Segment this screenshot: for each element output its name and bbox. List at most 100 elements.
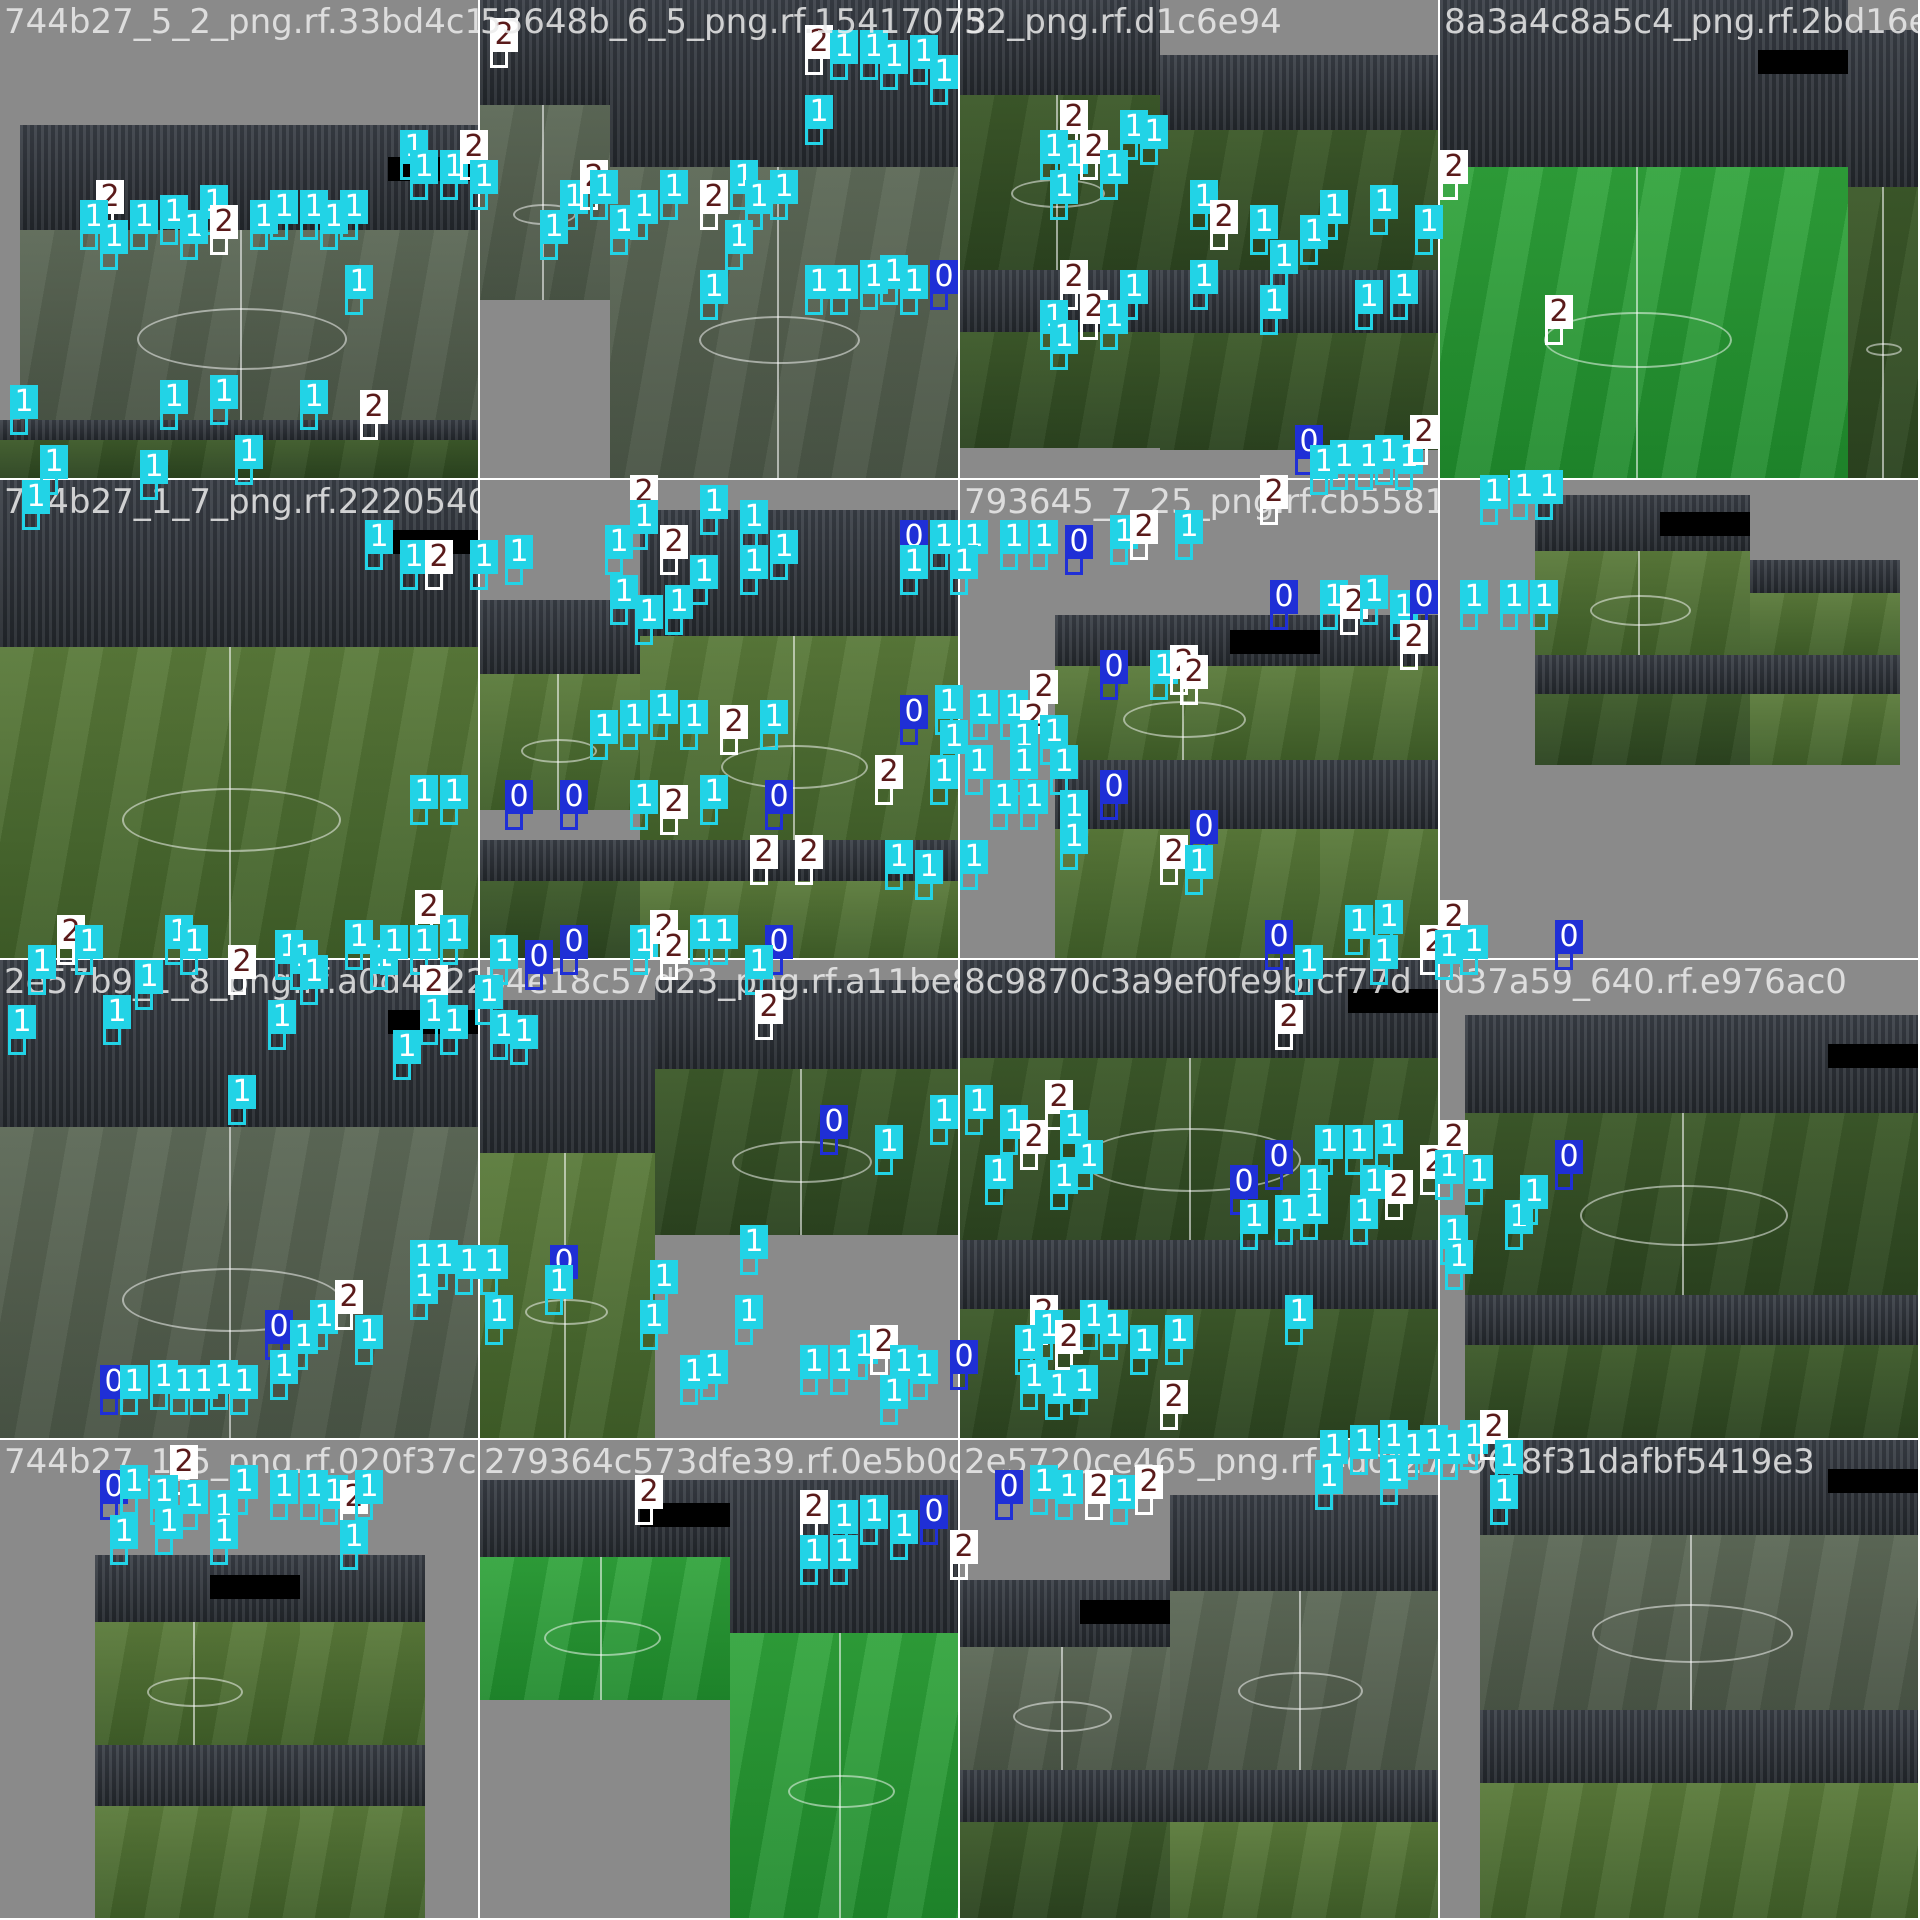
detection-box: 1 [440, 150, 468, 200]
detection-box: 2 [1440, 1120, 1468, 1170]
class-label: 1 [505, 535, 533, 569]
class-label: 1 [470, 160, 498, 194]
detection-box: 2 [1480, 1410, 1508, 1460]
detection-box: 0 [1270, 580, 1298, 630]
detection-box: 1 [120, 1465, 148, 1515]
class-label: 1 [990, 780, 1018, 814]
class-label: 1 [1045, 1370, 1073, 1404]
class-label: 1 [140, 450, 168, 484]
detection-box: 2 [360, 390, 388, 440]
class-label: 1 [340, 190, 368, 224]
pitch-center-circle [521, 739, 597, 763]
detection-box: 2 [1160, 1380, 1188, 1430]
class-label: 1 [1375, 900, 1403, 934]
detection-box: 2 [1440, 150, 1468, 200]
detection-box: 1 [1320, 1430, 1348, 1480]
class-label: 2 [1275, 1000, 1303, 1034]
detection-box: 2 [1085, 1470, 1113, 1520]
class-label: 1 [1060, 790, 1088, 824]
detection-box: 1 [930, 755, 958, 805]
class-label: 1 [1140, 115, 1168, 149]
mosaic-tile: 744b27_1_7_png.rf.22205408b025c545441 [0, 480, 478, 958]
detection-box: 2 [57, 915, 85, 965]
stadium-stands [610, 0, 958, 167]
class-label: 1 [940, 720, 968, 754]
class-label: 1 [1050, 320, 1078, 354]
detection-box: 1 [1060, 820, 1088, 870]
detection-box: 0 [1265, 1140, 1293, 1190]
detection-box: 1 [830, 265, 858, 315]
class-label: 1 [228, 1075, 256, 1109]
detection-box: 1 [910, 1350, 938, 1400]
pitch-center-circle [147, 1677, 243, 1707]
detection-box: 1 [135, 960, 163, 1010]
detection-box: 1 [1490, 1475, 1518, 1525]
class-label: 1 [210, 375, 238, 409]
stadium-stands [1750, 560, 1900, 593]
detection-box: 1 [365, 520, 393, 570]
detection-box: 1 [1185, 845, 1213, 895]
detection-box: 1 [1190, 260, 1218, 310]
class-label: 1 [1075, 1140, 1103, 1174]
detection-box: 1 [40, 445, 68, 495]
detection-box: 1 [150, 1475, 178, 1525]
detection-box: 2 [1210, 200, 1238, 250]
detection-box: 2 [795, 835, 823, 885]
class-label: 1 [1260, 285, 1288, 319]
detection-box: 1 [590, 710, 618, 760]
stadium-stands [1440, 0, 1848, 167]
class-label: 1 [935, 685, 963, 719]
detection-box: 1 [915, 850, 943, 900]
detection-box: 1 [320, 200, 348, 250]
class-label: 1 [930, 520, 958, 554]
detection-box: 1 [1360, 1165, 1388, 1215]
detection-box: 1 [180, 925, 208, 975]
class-label: 2 [1045, 1080, 1073, 1114]
detection-box: 2 [1080, 130, 1108, 180]
tile-filename-label: d37a59_640.rf.e976ac0 [1444, 962, 1847, 1002]
stadium-stands [480, 840, 640, 881]
detection-box: 1 [880, 40, 908, 90]
mosaic-tile: 52_png.rf.d1c6e94 [960, 0, 1438, 478]
mosaic-tile: 744b27_1_5_png.rf.020f37c [0, 1440, 478, 1918]
detection-box: 1 [1300, 1190, 1328, 1240]
detection-box: 1 [950, 545, 978, 595]
detection-box: 1 [850, 1330, 878, 1380]
detection-box: 2 [1055, 1320, 1083, 1370]
stadium-stands [1055, 760, 1320, 829]
detection-box: 1 [345, 920, 373, 970]
detection-box: 2 [660, 525, 688, 575]
detection-box: 2 [1275, 1000, 1303, 1050]
detection-box: 0 [525, 940, 553, 990]
camera-view [1480, 1440, 1918, 1710]
class-label: 1 [1350, 1195, 1378, 1229]
detection-box: 1 [290, 1320, 318, 1370]
detection-box: 0 [100, 1365, 128, 1415]
detection-box: 1 [745, 945, 773, 995]
class-label: 1 [1130, 1325, 1158, 1359]
class-label: 1 [235, 435, 263, 469]
class-label: 1 [960, 840, 988, 874]
detection-box: 1 [1130, 1325, 1158, 1375]
detection-box: 2 [490, 18, 518, 68]
class-label: 1 [270, 1350, 298, 1384]
class-label: 1 [770, 170, 798, 204]
detection-box: 1 [410, 775, 438, 825]
detection-box: 1 [410, 1270, 438, 1320]
mosaic-tile: 796f8f31dafbf5419e3 [1440, 1440, 1918, 1918]
detection-box: 1 [380, 925, 408, 975]
class-label: 1 [1495, 1440, 1523, 1474]
redaction-bar [1660, 512, 1750, 536]
detection-box: 0 [820, 1105, 848, 1155]
detection-box: 1 [480, 1245, 508, 1295]
camera-view [1535, 655, 1750, 765]
class-label: 1 [1275, 1195, 1303, 1229]
detection-box: 1 [150, 1360, 178, 1410]
class-label: 1 [630, 780, 658, 814]
detection-box: 1 [860, 30, 888, 80]
detection-box: 2 [660, 785, 688, 835]
camera-view [1750, 655, 1900, 765]
class-label: 1 [760, 700, 788, 734]
detection-box: 1 [268, 1000, 296, 1050]
class-label: 1 [455, 1245, 483, 1279]
